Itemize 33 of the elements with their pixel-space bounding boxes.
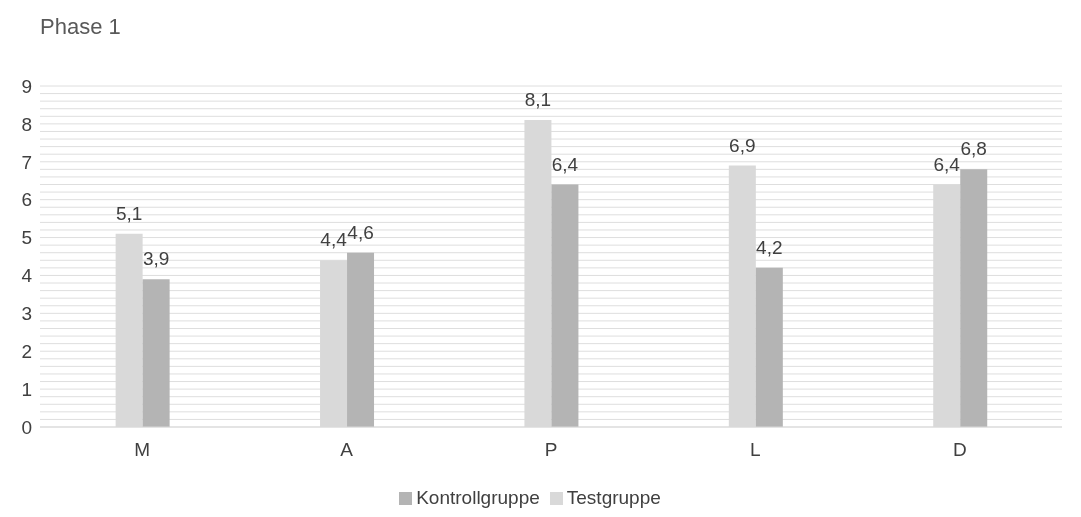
x-tick-label: A: [340, 439, 354, 461]
legend-label: Kontrollgruppe: [416, 487, 540, 508]
data-label: 6,8: [960, 138, 987, 160]
y-tick-label: 6: [21, 189, 32, 211]
data-label: 5,1: [115, 202, 143, 224]
y-tick-label: 4: [21, 265, 33, 287]
y-tick-label: 7: [21, 151, 32, 173]
bar: [960, 169, 988, 427]
bar: [142, 279, 170, 427]
data-label: 4,2: [756, 236, 783, 258]
bar: [551, 184, 579, 427]
chart-title: Phase 1: [40, 14, 121, 40]
data-label: 6,9: [729, 134, 756, 156]
x-tick-label: P: [544, 439, 558, 461]
bar: [347, 252, 375, 427]
data-label: 4,4: [320, 229, 348, 251]
data-label: 3,9: [142, 248, 170, 270]
data-label: 6,4: [933, 153, 961, 175]
bar: [755, 267, 783, 427]
y-tick-label: 1: [21, 378, 32, 400]
x-tick-label: L: [750, 439, 761, 461]
data-label: 4,6: [347, 221, 374, 243]
y-tick-label: 9: [21, 75, 32, 97]
y-tick-label: 0: [21, 416, 32, 438]
y-tick-label: 8: [21, 113, 32, 135]
data-label: 6,4: [551, 153, 579, 175]
y-tick-label: 2: [21, 340, 32, 362]
data-label: 8,1: [524, 89, 552, 111]
y-tick-label: 3: [21, 303, 32, 325]
y-tick-label: 5: [21, 227, 32, 249]
legend-label: Testgruppe: [566, 487, 661, 508]
x-tick-label: M: [134, 439, 151, 461]
x-tick-label: D: [952, 439, 967, 461]
